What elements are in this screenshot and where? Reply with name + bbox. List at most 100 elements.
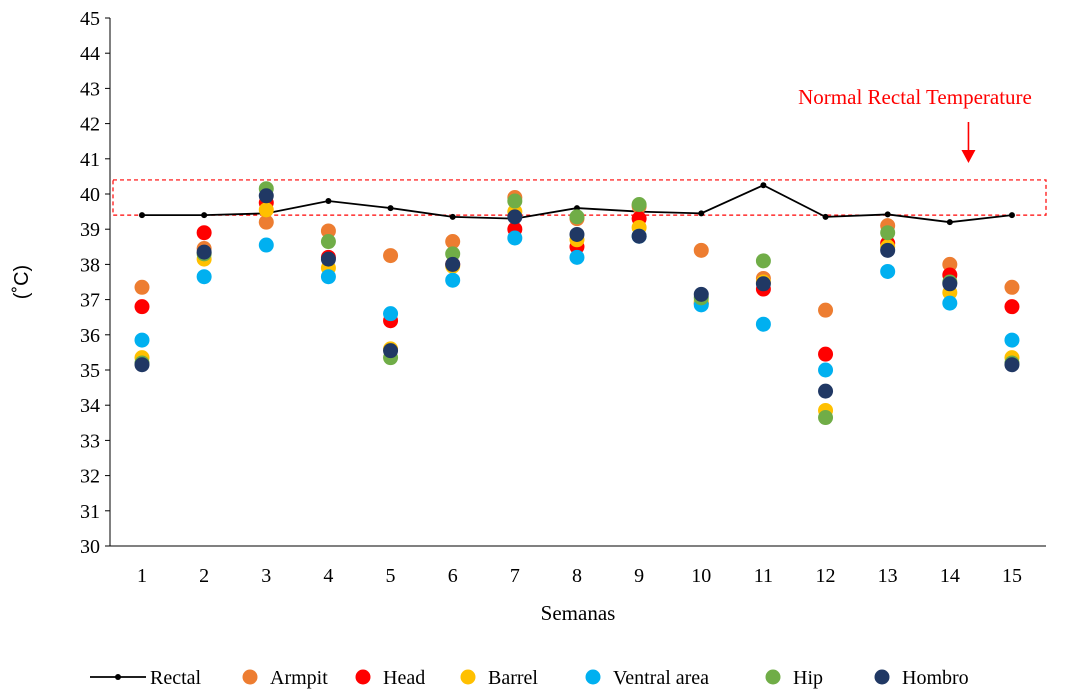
legend: Rectal Armpit Head Barrel Ventral area Hip Hom… <box>90 667 969 689</box>
armpit-point <box>134 279 150 295</box>
rectal-point <box>946 219 953 226</box>
legend-marker-head <box>355 669 371 685</box>
legend-label-hombro: Hombro <box>902 667 969 689</box>
annotation-arrow-head <box>961 150 976 163</box>
hombro-point <box>134 357 150 373</box>
hombro-point <box>320 251 336 267</box>
ventral-area-point <box>818 362 834 378</box>
hip-point <box>569 209 585 225</box>
x-tick-label: 6 <box>448 565 458 587</box>
legend-label-head: Head <box>383 667 425 689</box>
y-tick-label: 42 <box>80 114 100 136</box>
head-point <box>196 225 212 241</box>
ventral-area-point <box>1004 332 1020 348</box>
hombro-point <box>507 209 523 225</box>
head-point <box>134 299 150 315</box>
hip-point <box>320 234 336 250</box>
x-tick-label: 13 <box>878 565 898 587</box>
ventral-area-point <box>507 230 523 246</box>
hombro-point <box>196 244 212 260</box>
armpit-point <box>942 256 958 272</box>
x-tick-label: 9 <box>634 565 644 587</box>
hombro-point <box>383 343 399 359</box>
rectal-point <box>760 182 767 189</box>
x-axis-title: Semanas <box>541 601 616 625</box>
x-tick-label: 3 <box>261 565 271 587</box>
annotation-label: Normal Rectal Temperature <box>798 85 1032 109</box>
rectal-point <box>139 212 145 219</box>
scatter-series <box>134 181 1020 426</box>
legend-marker-ventral-area <box>585 669 601 685</box>
hombro-point <box>693 286 709 302</box>
legend-marker-barrel <box>460 669 476 685</box>
x-tick-label: 1 <box>137 565 147 587</box>
y-axis-ticks: 30 31 32 33 34 35 36 37 38 39 40 41 42 43 44 45 <box>80 8 110 558</box>
ventral-area-point <box>569 249 585 265</box>
hombro-point <box>755 276 771 292</box>
rectal-point <box>325 198 332 205</box>
armpit-point <box>1004 279 1020 295</box>
hombro-point <box>631 228 647 244</box>
x-tick-label: 10 <box>691 565 711 587</box>
legend-label-rectal: Rectal <box>150 667 202 689</box>
hip-point <box>755 253 771 269</box>
x-tick-label: 2 <box>199 565 209 587</box>
y-tick-label: 33 <box>80 430 100 452</box>
ventral-area-point <box>445 272 461 288</box>
y-tick-label: 39 <box>80 219 100 241</box>
barrel-point <box>258 202 274 218</box>
normal-range-band <box>112 179 1047 216</box>
y-tick-label: 44 <box>80 43 100 65</box>
y-tick-label: 31 <box>80 501 100 523</box>
y-axis-title: (˚C) <box>11 265 33 299</box>
hombro-point <box>258 188 274 204</box>
legend-label-ventral-area: Ventral area <box>613 667 709 689</box>
x-tick-label: 4 <box>323 565 333 587</box>
armpit-point <box>445 234 461 250</box>
rectal-point <box>387 205 394 212</box>
legend-marker-armpit <box>242 669 258 685</box>
hombro-point <box>569 226 585 242</box>
head-point <box>1004 299 1020 315</box>
legend-label-armpit: Armpit <box>270 667 328 689</box>
hip-point <box>445 246 461 262</box>
armpit-point <box>320 223 336 239</box>
ventral-area-point <box>880 263 896 279</box>
y-tick-label: 32 <box>80 466 100 488</box>
hip-point <box>880 225 896 241</box>
y-tick-label: 43 <box>80 78 100 100</box>
rectal-point <box>1008 212 1015 219</box>
y-tick-label: 40 <box>80 184 100 206</box>
legend-marker-dot-rectal <box>115 674 121 680</box>
y-tick-label: 37 <box>80 290 100 312</box>
rectal-point <box>822 213 829 220</box>
hip-point <box>818 410 834 426</box>
x-tick-label: 12 <box>816 565 836 587</box>
ventral-area-point <box>755 316 771 332</box>
legend-marker-hip <box>765 669 781 685</box>
y-tick-label: 30 <box>80 536 100 558</box>
ventral-area-point <box>942 295 958 311</box>
armpit-point <box>818 302 834 318</box>
ventral-area-point <box>320 269 336 285</box>
ventral-area-point <box>258 237 274 253</box>
hip-point <box>631 197 647 213</box>
x-tick-label: 15 <box>1002 565 1022 587</box>
armpit-point <box>693 242 709 258</box>
ventral-area-point <box>134 332 150 348</box>
legend-marker-hombro <box>874 669 890 685</box>
hombro-point <box>445 256 461 272</box>
annotation-arrow <box>961 122 976 163</box>
rectal-point <box>201 212 208 219</box>
x-axis-ticks: 1 2 3 4 5 6 7 8 9 10 11 12 13 14 15 <box>137 565 1022 587</box>
hombro-point <box>880 242 896 258</box>
rectal-point <box>449 213 456 220</box>
armpit-point <box>383 248 399 264</box>
y-tick-label: 41 <box>80 149 100 171</box>
y-tick-label: 36 <box>80 325 100 347</box>
armpit-point <box>258 214 274 230</box>
y-tick-label: 45 <box>80 8 100 30</box>
y-tick-label: 34 <box>80 395 100 417</box>
hombro-point <box>942 276 958 292</box>
